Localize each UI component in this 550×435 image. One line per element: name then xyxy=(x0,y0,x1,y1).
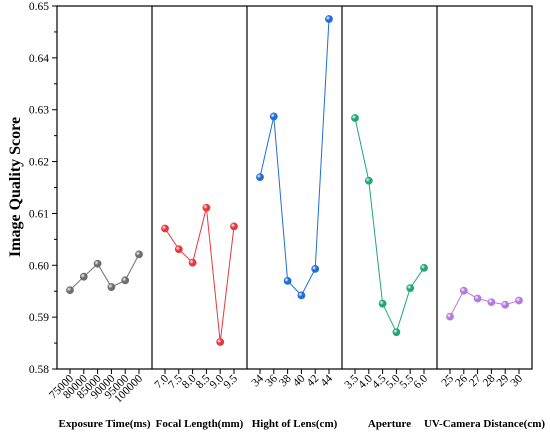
panel-x-label: Hight of Lens(cm) xyxy=(252,418,338,430)
data-point xyxy=(79,272,88,281)
data-point xyxy=(283,276,292,285)
data-point xyxy=(515,296,523,305)
x-tick-label: 30 xyxy=(509,372,526,389)
data-point xyxy=(202,203,211,212)
data-point xyxy=(406,284,415,293)
y-tick-label: 0.59 xyxy=(29,312,49,324)
series-line xyxy=(69,254,140,291)
y-tick-label: 0.58 xyxy=(29,364,49,376)
data-point xyxy=(256,173,264,182)
y-tick-label: 0.60 xyxy=(29,260,49,272)
data-point xyxy=(269,112,278,121)
panel-x-label: Exposure Time(ms) xyxy=(59,418,151,430)
data-point xyxy=(459,286,468,295)
y-tick-label: 0.63 xyxy=(29,105,49,117)
x-tick-label: 6.0 xyxy=(411,372,430,391)
data-point xyxy=(378,299,387,308)
data-point xyxy=(93,259,102,268)
data-point xyxy=(501,300,510,309)
x-tick-label: 44 xyxy=(319,372,336,389)
x-tick-label: 9.5 xyxy=(221,372,240,391)
data-point xyxy=(216,338,225,346)
panel-x-label: Aperture xyxy=(368,418,411,430)
data-point xyxy=(174,245,183,254)
y-tick-label: 0.64 xyxy=(29,53,49,65)
data-point xyxy=(325,15,333,23)
data-point xyxy=(230,222,238,231)
data-point xyxy=(473,294,482,303)
data-point xyxy=(364,176,373,185)
data-point xyxy=(188,258,197,267)
data-point xyxy=(446,312,454,321)
data-point xyxy=(420,263,428,272)
data-point xyxy=(107,283,116,291)
data-point xyxy=(135,250,143,259)
data-point xyxy=(351,114,359,122)
data-point xyxy=(297,291,306,300)
plot-frame xyxy=(56,5,533,370)
y-tick-label: 0.62 xyxy=(29,157,49,169)
data-point xyxy=(487,298,496,307)
y-axis-title: Image Quality Score xyxy=(7,117,24,257)
data-point xyxy=(311,265,320,273)
series-line xyxy=(259,18,330,297)
data-point xyxy=(392,328,401,337)
data-point xyxy=(121,276,130,285)
series-line xyxy=(164,207,235,343)
data-point xyxy=(161,224,169,233)
panel-x-label: Focal Length(mm) xyxy=(156,418,244,430)
panel-x-label: UV-Camera Distance(cm) xyxy=(424,418,545,430)
data-point xyxy=(66,286,74,295)
series-line xyxy=(354,117,425,334)
y-tick-label: 0.61 xyxy=(29,208,49,220)
y-tick-label: 0.65 xyxy=(29,1,49,13)
